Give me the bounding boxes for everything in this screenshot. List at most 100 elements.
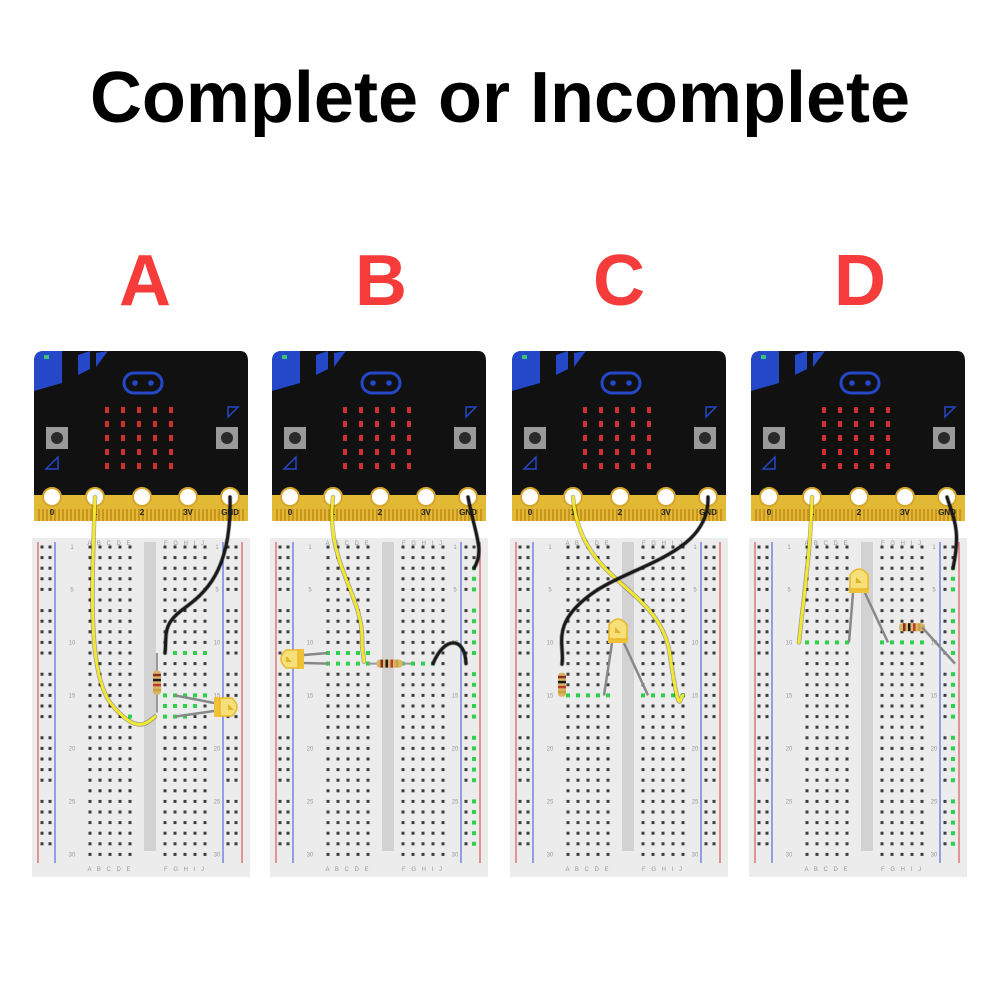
rail-hole [518, 609, 522, 613]
hole [441, 598, 445, 602]
led-pixel [647, 435, 651, 441]
hole [203, 577, 207, 581]
hole [920, 746, 924, 750]
hole [108, 619, 112, 623]
connected-hole [173, 651, 177, 655]
hole [118, 662, 122, 666]
rail-hole [48, 577, 52, 581]
hole [173, 757, 177, 761]
hole [566, 768, 570, 772]
rail-hole [765, 651, 769, 655]
black-jumper [431, 641, 468, 666]
rail-hole [48, 768, 52, 772]
microbit-board: 0 1 2 3V GND [751, 351, 965, 521]
hole [411, 768, 415, 772]
connected-hole [951, 693, 955, 698]
hole [173, 545, 177, 549]
connector-tooth [368, 509, 370, 521]
rail-hole [286, 672, 290, 676]
rail-hole [704, 704, 708, 708]
hole [98, 757, 102, 761]
row-number: 20 [786, 746, 793, 752]
led-pixel [121, 421, 125, 427]
connector-tooth [544, 509, 546, 521]
hole [366, 831, 370, 835]
hole [681, 757, 685, 761]
rail-hole [526, 746, 530, 750]
panel-a-label: A [119, 241, 171, 321]
hole [326, 789, 330, 793]
pin-label: 3V [661, 508, 671, 517]
hole [835, 556, 839, 560]
hole [681, 831, 685, 835]
rail-hole [226, 683, 230, 687]
rail-hole [226, 768, 230, 772]
hole [606, 545, 610, 549]
resistor [153, 653, 161, 713]
connector-tooth [767, 509, 769, 521]
hole [910, 715, 914, 719]
hole [671, 821, 675, 825]
hole [815, 831, 819, 835]
hole [671, 736, 675, 740]
led-pixel [121, 449, 125, 455]
hole [835, 704, 839, 708]
hole [900, 704, 904, 708]
hole [326, 810, 330, 814]
hole [163, 577, 167, 581]
connector-tooth [827, 509, 829, 521]
connector-tooth [644, 509, 646, 521]
hole [606, 683, 610, 687]
hole [805, 725, 809, 729]
hole [890, 810, 894, 814]
hole [346, 556, 350, 560]
hole [805, 799, 809, 803]
hole [336, 577, 340, 581]
hole [118, 799, 122, 803]
hole [900, 609, 904, 613]
rail-hole [712, 587, 716, 591]
led-pixel [121, 435, 125, 441]
rail-hole [286, 609, 290, 613]
hole [118, 768, 122, 772]
hole [326, 577, 330, 581]
hole [326, 704, 330, 708]
connector-tooth [851, 509, 853, 521]
hole [880, 768, 884, 772]
hole [586, 651, 590, 655]
column-letters-right: F G H I J [881, 867, 923, 873]
rail-hole [765, 757, 769, 761]
hole [421, 768, 425, 772]
hole [815, 789, 819, 793]
hole [661, 725, 665, 729]
hole [671, 842, 675, 846]
led-rim [608, 637, 628, 643]
hole [128, 725, 132, 729]
hole [183, 831, 187, 835]
rail-hole [286, 746, 290, 750]
led-pixel [375, 435, 379, 441]
hole [900, 693, 904, 697]
rail-hole [48, 799, 52, 803]
connector-tooth [348, 509, 350, 521]
hole [910, 842, 914, 846]
rail-hole [757, 778, 761, 782]
hole [431, 545, 435, 549]
hole [586, 746, 590, 750]
row-number: 15 [931, 693, 938, 699]
rail-hole [704, 831, 708, 835]
hole [193, 736, 197, 740]
pin-hole-3V [178, 487, 198, 507]
column-letters-right: F G H I J [402, 541, 444, 547]
hole [118, 852, 122, 856]
rail-hole [712, 566, 716, 570]
hole [163, 831, 167, 835]
breadboard-body [270, 538, 488, 877]
hole [356, 746, 360, 750]
connected-hole [671, 693, 675, 698]
hole [401, 852, 405, 856]
hole [845, 545, 849, 549]
rail-hole [526, 556, 530, 560]
triangle-icon [227, 406, 240, 419]
rail-hole [943, 810, 947, 814]
